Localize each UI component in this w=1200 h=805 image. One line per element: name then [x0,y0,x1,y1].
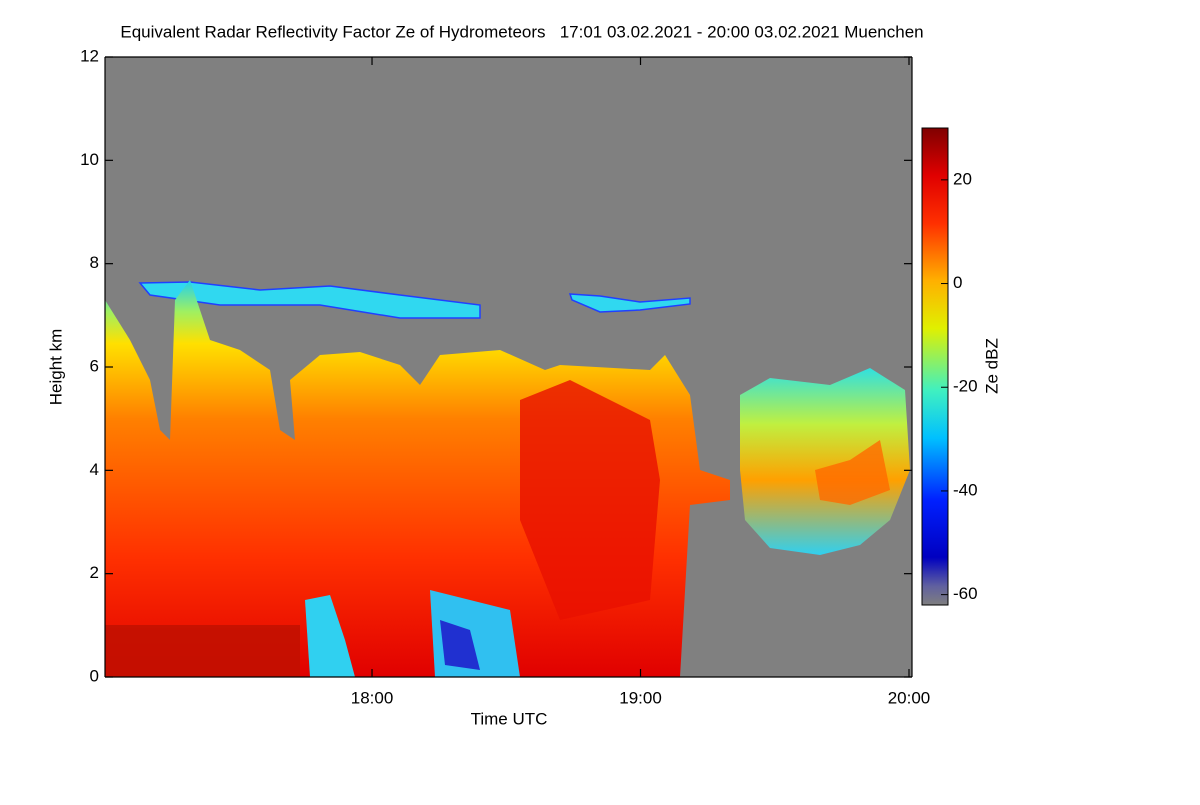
y-tick-label: 12 [80,46,99,65]
y-axis-label: Height km [46,329,65,406]
colorbar-tick-label: 0 [953,273,962,292]
colorbar [921,127,949,606]
y-tick-label: 2 [90,563,99,582]
colorbar-tick-label: -60 [953,584,978,603]
colorbar-tick-label: 20 [953,169,972,188]
y-tick-label: 10 [80,150,99,169]
colorbar-tick-label: -40 [953,480,978,499]
colorbar-label: Ze dBZ [982,338,1001,394]
y-tick-label: 4 [90,460,99,479]
y-tick-label: 0 [90,666,99,685]
axes-frame [104,56,913,678]
x-tick-label: 19:00 [619,688,662,707]
y-tick-label: 8 [90,253,99,272]
radar-echo [105,280,910,677]
y-tick-label: 6 [90,356,99,375]
x-tick-label: 20:00 [888,688,931,707]
colorbar-tick-label: -20 [953,377,978,396]
x-tick-label: 18:00 [351,688,394,707]
chart-title: Equivalent Radar Reflectivity Factor Ze … [120,22,923,41]
x-axis-label: Time UTC [471,709,548,728]
